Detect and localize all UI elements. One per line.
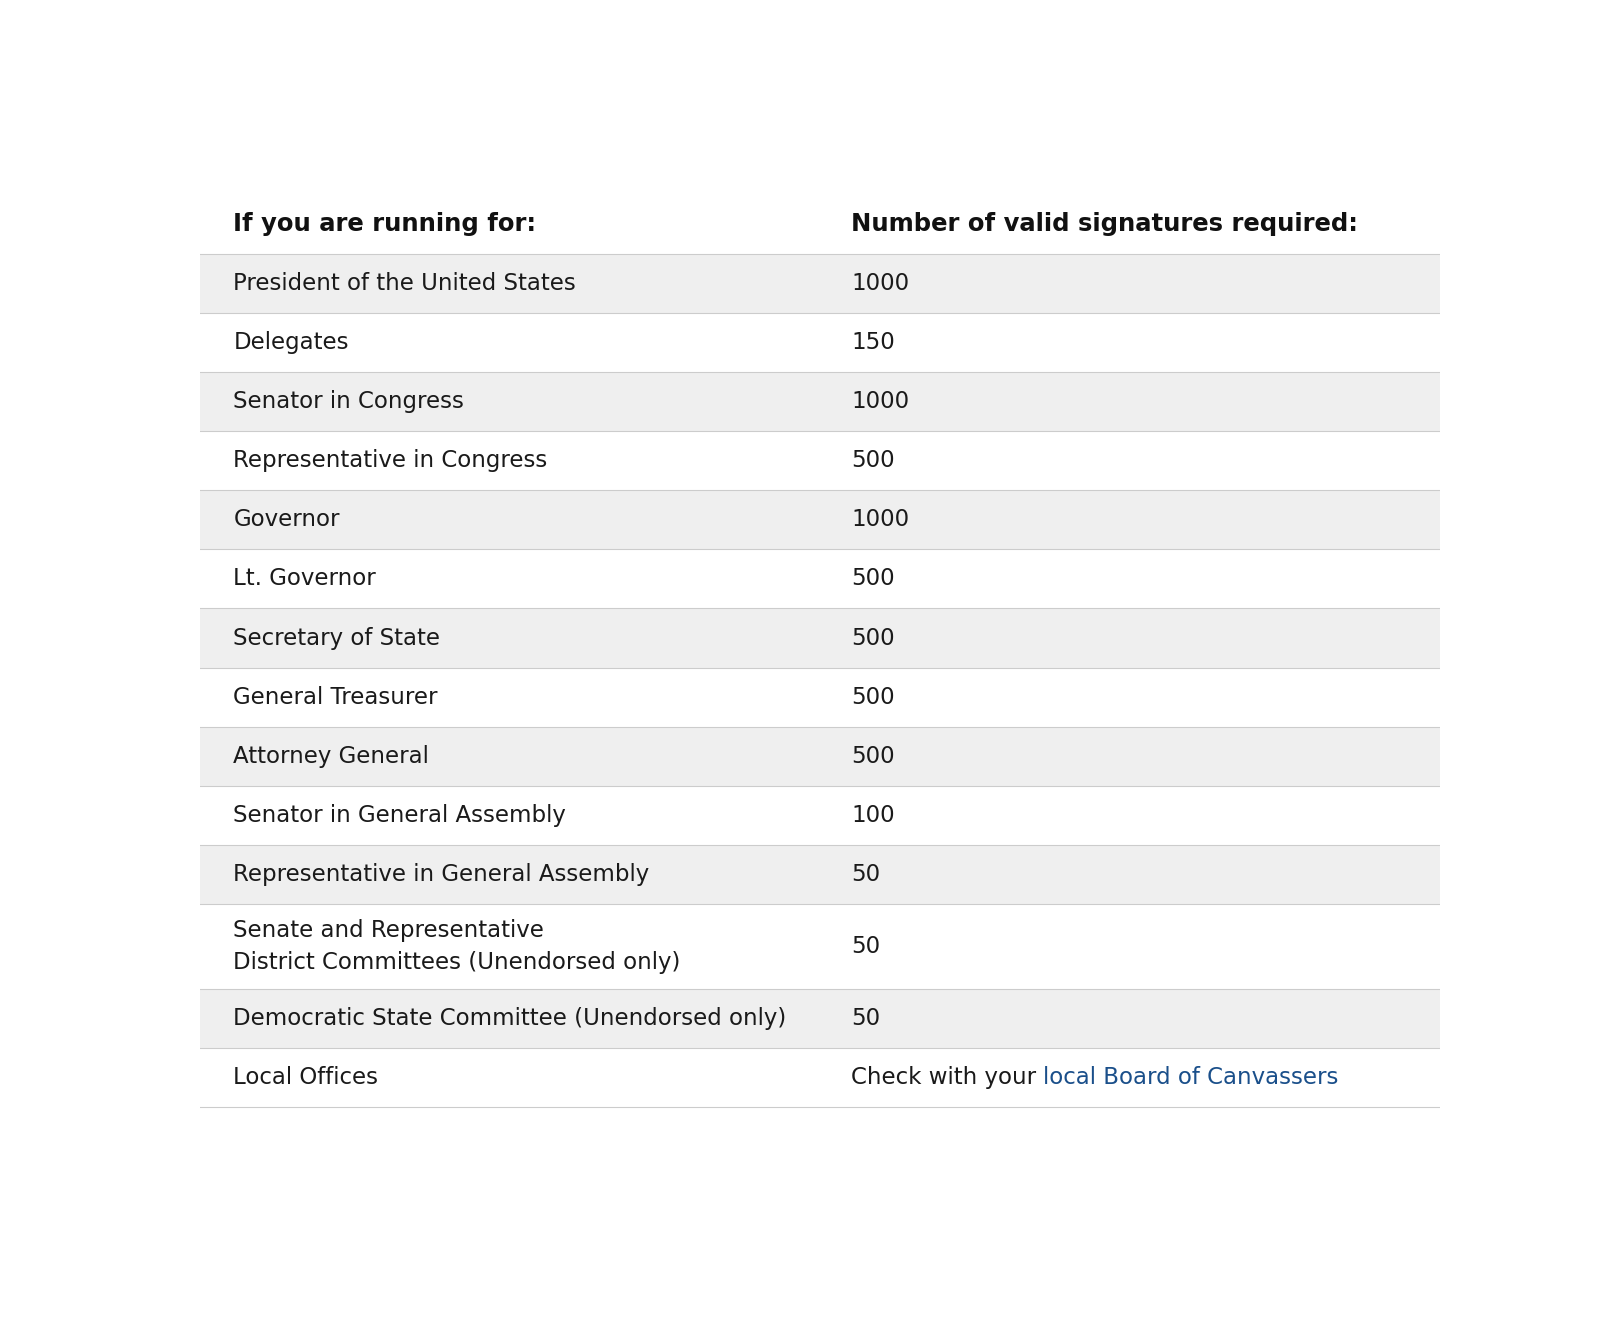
Text: 50: 50 <box>851 863 880 886</box>
Text: Attorney General: Attorney General <box>234 745 429 768</box>
Text: Governor: Governor <box>234 508 339 531</box>
FancyBboxPatch shape <box>200 312 1440 372</box>
FancyBboxPatch shape <box>200 549 1440 609</box>
Text: Number of valid signatures required:: Number of valid signatures required: <box>851 212 1358 236</box>
Text: Democratic State Committee (Unendorsed only): Democratic State Committee (Unendorsed o… <box>234 1006 787 1030</box>
FancyBboxPatch shape <box>200 1047 1440 1107</box>
Text: Local Offices: Local Offices <box>234 1066 379 1088</box>
FancyBboxPatch shape <box>200 490 1440 549</box>
Text: local Board of Canvassers: local Board of Canvassers <box>1043 1066 1339 1088</box>
Text: Senator in Congress: Senator in Congress <box>234 391 464 413</box>
FancyBboxPatch shape <box>200 432 1440 490</box>
Text: 1000: 1000 <box>851 271 909 295</box>
Text: 500: 500 <box>851 686 894 708</box>
FancyBboxPatch shape <box>200 195 1440 254</box>
Text: Representative in Congress: Representative in Congress <box>234 449 547 473</box>
Text: Secretary of State: Secretary of State <box>234 626 440 650</box>
Text: If you are running for:: If you are running for: <box>234 212 536 236</box>
Text: 500: 500 <box>851 449 894 473</box>
Text: District Committees (Unendorsed only): District Committees (Unendorsed only) <box>234 951 682 974</box>
FancyBboxPatch shape <box>200 904 1440 989</box>
FancyBboxPatch shape <box>200 845 1440 904</box>
Text: 1000: 1000 <box>851 508 909 531</box>
FancyBboxPatch shape <box>200 372 1440 432</box>
Text: 100: 100 <box>851 804 894 828</box>
Text: 150: 150 <box>851 331 894 354</box>
Text: 500: 500 <box>851 568 894 591</box>
Text: 500: 500 <box>851 626 894 650</box>
FancyBboxPatch shape <box>200 667 1440 727</box>
Text: 500: 500 <box>851 745 894 768</box>
Text: Check with your: Check with your <box>851 1066 1043 1088</box>
FancyBboxPatch shape <box>200 609 1440 667</box>
Text: 1000: 1000 <box>851 391 909 413</box>
Text: Representative in General Assembly: Representative in General Assembly <box>234 863 650 886</box>
Text: Senator in General Assembly: Senator in General Assembly <box>234 804 566 828</box>
FancyBboxPatch shape <box>200 989 1440 1047</box>
FancyBboxPatch shape <box>200 727 1440 786</box>
Text: General Treasurer: General Treasurer <box>234 686 438 708</box>
Text: 50: 50 <box>851 935 880 959</box>
Text: Lt. Governor: Lt. Governor <box>234 568 376 591</box>
Text: Senate and Representative: Senate and Representative <box>234 919 544 941</box>
Text: 50: 50 <box>851 1006 880 1030</box>
Text: President of the United States: President of the United States <box>234 271 576 295</box>
Text: Delegates: Delegates <box>234 331 349 354</box>
FancyBboxPatch shape <box>200 786 1440 845</box>
FancyBboxPatch shape <box>200 254 1440 312</box>
